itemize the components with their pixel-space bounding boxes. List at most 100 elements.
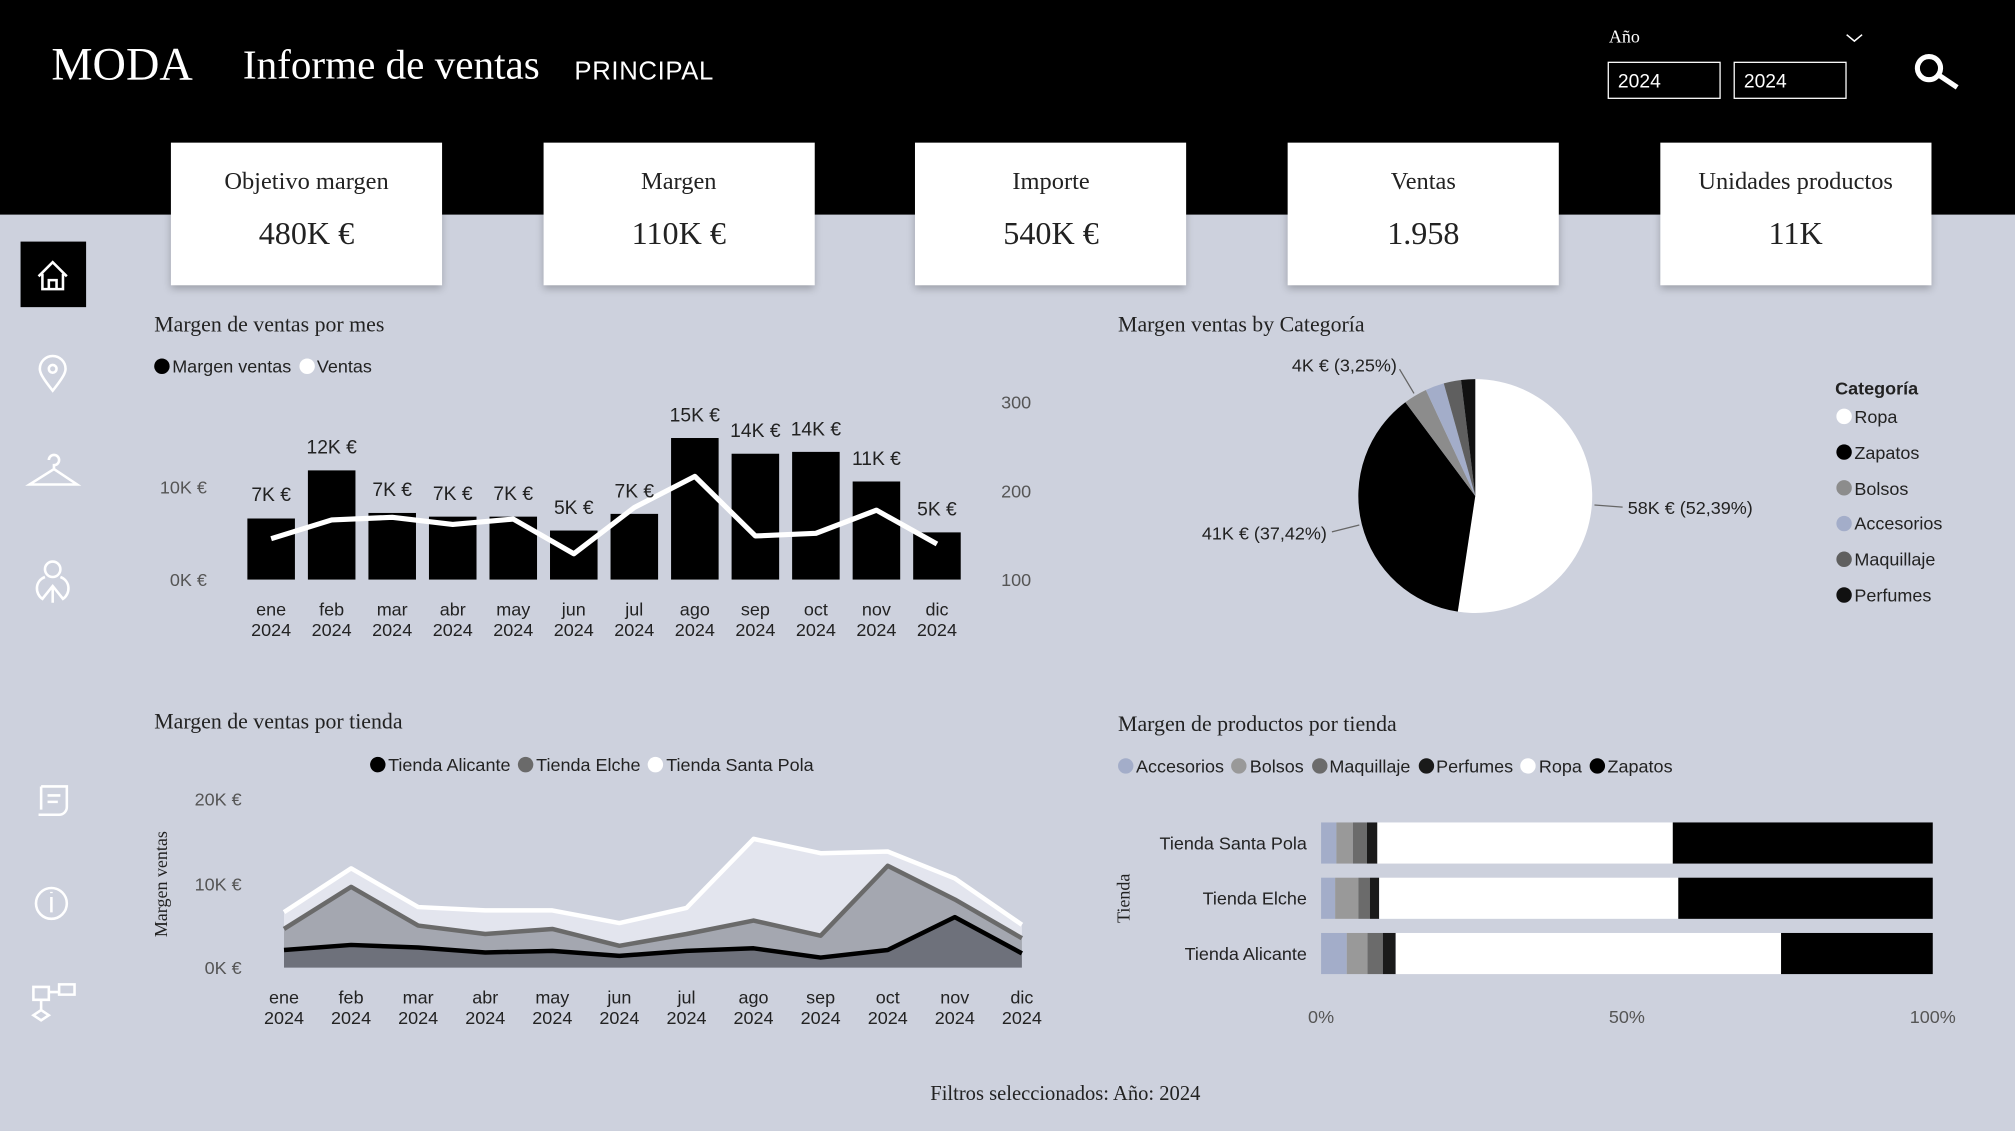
x-tick-label: dic 2024 — [1001, 986, 1042, 1029]
year-to-input[interactable]: 2024 — [1733, 61, 1847, 99]
leader-line — [1398, 368, 1415, 394]
filter-label: Año — [1608, 28, 1640, 48]
leader-line — [1594, 504, 1623, 508]
legend-marker — [518, 756, 534, 773]
kpi-value: 11K — [1768, 217, 1823, 252]
bar-segment — [1352, 822, 1367, 864]
legend: Accesorios Bolsos Maquillaje Perfumes Ropa Za… — [1118, 755, 1675, 777]
bar-segment — [1321, 877, 1336, 919]
pie-slice — [1443, 379, 1476, 497]
dropdown-chevron[interactable] — [1846, 34, 1863, 43]
legend: Margen ventas Ventas — [154, 356, 374, 377]
x-tick-label: sep 2024 — [800, 986, 841, 1029]
area — [284, 838, 1022, 946]
bar — [792, 451, 840, 580]
legend-marker — [1418, 758, 1434, 774]
y-axis-title: Margen ventas — [152, 831, 173, 938]
legend-item: Bolsos — [1231, 755, 1304, 777]
bar — [671, 438, 719, 580]
x-tick-label: sep 2024 — [735, 598, 776, 640]
chart-title: Margen de ventas por tienda — [154, 709, 403, 734]
legend-title: Categoría — [1835, 377, 1919, 399]
x-tick-label: 100% — [1909, 1006, 1956, 1027]
chart-title: Margen de ventas por mes — [154, 312, 385, 337]
data-label: 7K € — [432, 483, 473, 506]
x-tick-label: mar 2024 — [398, 986, 439, 1029]
report-icon[interactable] — [38, 785, 69, 817]
brand: MODA — [51, 38, 193, 90]
y2-tick-label: 200 — [1001, 480, 1032, 501]
leader-line — [1331, 524, 1360, 533]
info-icon[interactable] — [34, 886, 69, 921]
bar-segment — [1336, 822, 1353, 864]
data-label: 5K € — [553, 497, 594, 519]
bar-segment — [1367, 932, 1383, 975]
bar-segment — [1781, 932, 1933, 975]
data-label: 15K € — [669, 404, 721, 427]
data-label: 7K € — [493, 483, 534, 506]
y-tick-label: 10K € — [159, 476, 207, 498]
home-button[interactable] — [20, 241, 87, 308]
bar-segment — [1672, 822, 1933, 864]
legend-label: Tienda Alicante — [388, 754, 511, 775]
legend-label: Bolsos — [1854, 477, 1909, 499]
line — [282, 863, 1024, 949]
bar-segment — [1382, 932, 1396, 975]
x-tick-label: ago 2024 — [733, 986, 774, 1029]
data-label: 14K € — [730, 420, 781, 443]
hanger-icon[interactable] — [25, 453, 82, 486]
kpi-card: Margen 110K € — [543, 142, 815, 286]
kpi-value: 110K € — [631, 217, 726, 252]
kpi-label: Margen — [641, 168, 717, 196]
legend-item: Perfumes — [1418, 756, 1513, 776]
kpi-value: 1.958 — [1387, 217, 1460, 252]
bar-segment — [1379, 877, 1679, 919]
x-tick-label: feb 2024 — [331, 986, 372, 1029]
data-label: 11K € — [851, 448, 901, 470]
x-tick-label: ene 2024 — [251, 598, 292, 640]
kpi-label: Importe — [1012, 168, 1090, 196]
x-tick-label: oct 2024 — [867, 986, 908, 1029]
x-tick-label: 50% — [1608, 1006, 1645, 1027]
year-from-input[interactable]: 2024 — [1607, 61, 1721, 99]
home-icon — [37, 260, 68, 291]
location-icon[interactable] — [38, 354, 67, 393]
pie-slice — [1405, 390, 1476, 497]
bar-segment — [1321, 932, 1347, 975]
data-label: 58K € (52,39%) — [1627, 497, 1753, 518]
data-label: 4K € (3,25%) — [1291, 354, 1397, 376]
x-tick-label: jun 2024 — [553, 598, 594, 640]
y-tick-label: Tienda Elche — [1202, 887, 1307, 909]
sidebar — [20, 34, 1959, 1022]
x-tick-label: jun 2024 — [599, 986, 640, 1029]
legend-label: Bolsos — [1249, 755, 1304, 777]
x-tick-label: jul 2024 — [666, 986, 707, 1029]
kpi-label: Ventas — [1390, 168, 1456, 196]
x-tick-label: nov 2024 — [856, 598, 897, 640]
flow-icon[interactable] — [31, 983, 76, 1022]
data-label: 5K € — [917, 498, 957, 521]
chart-title: Margen ventas by Categoría — [1118, 312, 1365, 337]
person-icon[interactable] — [35, 560, 70, 603]
legend-marker — [1836, 408, 1852, 425]
legend-label: Tienda Elche — [536, 754, 641, 775]
line — [270, 473, 939, 557]
x-tick-label: ago 2024 — [674, 598, 715, 640]
area — [284, 865, 1022, 958]
bar-segment — [1358, 877, 1370, 919]
bar — [731, 453, 780, 580]
bar-segment — [1321, 822, 1337, 864]
legend-marker — [1118, 758, 1134, 774]
legend: Tienda Alicante Tienda Elche Tienda Santa … — [370, 754, 816, 775]
kpi-card: Objetivo margen 480K € — [170, 142, 443, 286]
search-icon[interactable] — [1914, 53, 1959, 90]
legend-label: Accesorios — [1136, 755, 1224, 777]
legend-item: Accesorios — [1118, 755, 1224, 777]
data-label: 12K € — [306, 436, 357, 459]
bar — [368, 512, 416, 580]
legend-label: Maquillaje — [1329, 755, 1411, 777]
data-label: 7K € — [614, 480, 655, 503]
y2-tick-label: 100 — [1001, 569, 1032, 590]
y-tick-label: 0K € — [204, 957, 242, 978]
